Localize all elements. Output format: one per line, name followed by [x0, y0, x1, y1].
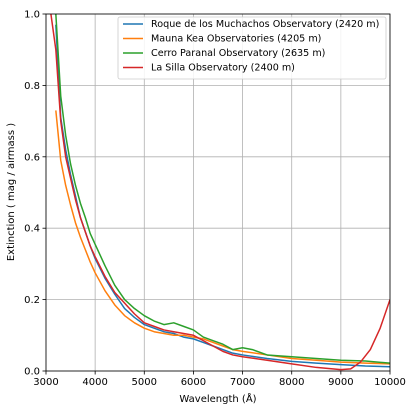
y-tick-label: 1.0 — [24, 10, 40, 21]
x-tick-label: 7000 — [230, 377, 255, 388]
x-tick-label: 9000 — [328, 377, 353, 388]
x-tick-label: 5000 — [132, 377, 157, 388]
plot-frame — [45, 13, 391, 372]
legend-label-3: Cerro Paranal Observatory (2635 m) — [151, 48, 325, 59]
y-tick-label: 0.4 — [24, 224, 40, 235]
x-tick-label: 4000 — [82, 377, 107, 388]
legend: Roque de los Muchachos Observatory (2420… — [117, 16, 387, 80]
x-tick-label: 10000 — [374, 377, 406, 388]
series-line-3 — [55, 14, 390, 364]
y-tick-label: 0.0 — [24, 367, 40, 378]
y-tick-label: 0.2 — [24, 295, 40, 306]
y-axis-label: Extinction ( mag / airmass ) — [6, 123, 17, 261]
legend-label-4: La Silla Observatory (2400 m) — [151, 63, 295, 74]
series-lines — [50, 14, 390, 371]
x-tick-label: 8000 — [279, 377, 304, 388]
y-tick-label: 0.8 — [24, 81, 40, 92]
axis-ticks: 3000 4000 5000 6000 7000 8000 9000 10000 0.0 0.2 0… — [24, 10, 406, 389]
legend-label-2: Mauna Kea Observatories (4205 m) — [151, 34, 321, 45]
series-line-4 — [50, 14, 390, 371]
legend-box — [117, 16, 387, 80]
x-axis-label: Wavelength (Å) — [179, 392, 256, 405]
x-tick-label: 6000 — [181, 377, 206, 388]
x-tick-label: 3000 — [33, 377, 58, 388]
y-tick-label: 0.6 — [24, 152, 40, 163]
legend-label-1: Roque de los Muchachos Observatory (2420… — [151, 19, 379, 30]
